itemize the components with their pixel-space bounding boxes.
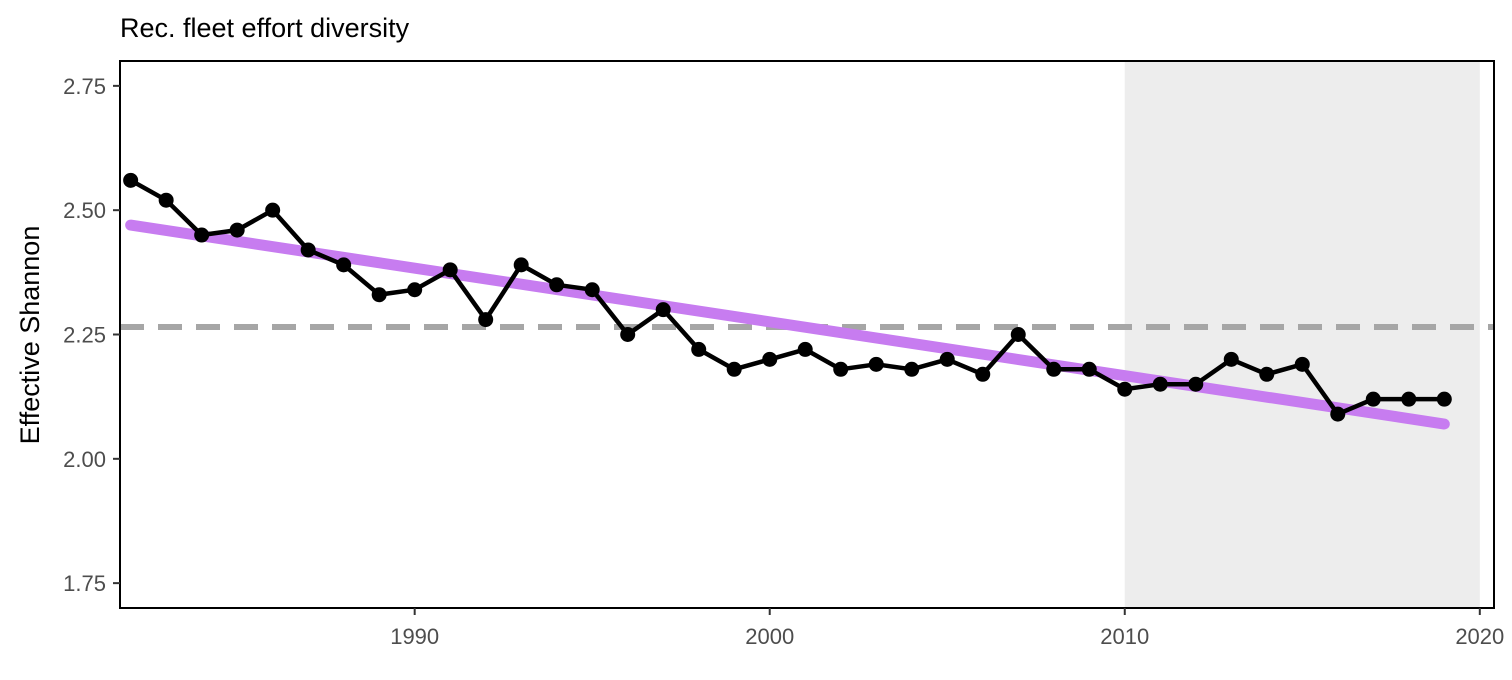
y-tick-label: 2.75 bbox=[63, 74, 106, 99]
data-point bbox=[1010, 327, 1026, 342]
data-point bbox=[265, 202, 281, 218]
data-point bbox=[1294, 356, 1310, 372]
data-point bbox=[1223, 351, 1239, 367]
data-point bbox=[1046, 361, 1062, 377]
data-point bbox=[300, 242, 316, 258]
data-point bbox=[1330, 406, 1346, 422]
y-tick-label: 2.50 bbox=[63, 198, 106, 223]
data-point bbox=[726, 361, 742, 377]
data-point bbox=[336, 257, 352, 273]
shaded-region bbox=[1124, 61, 1480, 608]
x-tick-label: 2010 bbox=[1100, 624, 1149, 649]
data-point bbox=[797, 341, 813, 357]
data-point bbox=[158, 192, 174, 208]
data-point bbox=[1188, 376, 1204, 392]
data-point bbox=[407, 282, 423, 298]
data-point bbox=[833, 361, 849, 377]
x-tick-label: 1990 bbox=[390, 624, 439, 649]
data-point bbox=[1401, 391, 1417, 407]
data-point bbox=[1365, 391, 1381, 407]
data-point bbox=[975, 366, 991, 382]
data-point bbox=[620, 327, 636, 342]
data-point bbox=[655, 302, 671, 318]
chart-title: Rec. fleet effort diversity bbox=[120, 13, 410, 43]
y-tick-label: 1.75 bbox=[63, 571, 106, 596]
data-point bbox=[868, 356, 884, 372]
data-point bbox=[1152, 376, 1168, 392]
data-point bbox=[513, 257, 529, 273]
data-point bbox=[1436, 391, 1452, 407]
x-tick-label: 2020 bbox=[1455, 624, 1504, 649]
data-point bbox=[229, 222, 245, 238]
data-point bbox=[584, 282, 600, 298]
data-point bbox=[194, 227, 210, 243]
data-point bbox=[904, 361, 920, 377]
data-point bbox=[123, 172, 139, 188]
data-point bbox=[549, 277, 565, 293]
data-point bbox=[1259, 366, 1275, 382]
data-point bbox=[1117, 381, 1133, 397]
data-point bbox=[478, 312, 494, 328]
plot-area: 1.75 2.00 2.25 2.50 2.75 1990 2000 2010 2020 bbox=[63, 60, 1504, 649]
x-tick-label: 2000 bbox=[745, 624, 794, 649]
data-point bbox=[939, 351, 955, 367]
data-point bbox=[762, 351, 778, 367]
trend-line bbox=[125, 219, 1450, 430]
y-tick-label: 2.25 bbox=[63, 323, 106, 348]
data-point bbox=[1081, 361, 1097, 377]
data-point bbox=[442, 262, 458, 278]
y-axis-label: Effective Shannon bbox=[15, 226, 45, 445]
y-tick-label: 2.00 bbox=[63, 447, 106, 472]
data-point bbox=[691, 341, 707, 357]
data-point bbox=[371, 287, 387, 303]
